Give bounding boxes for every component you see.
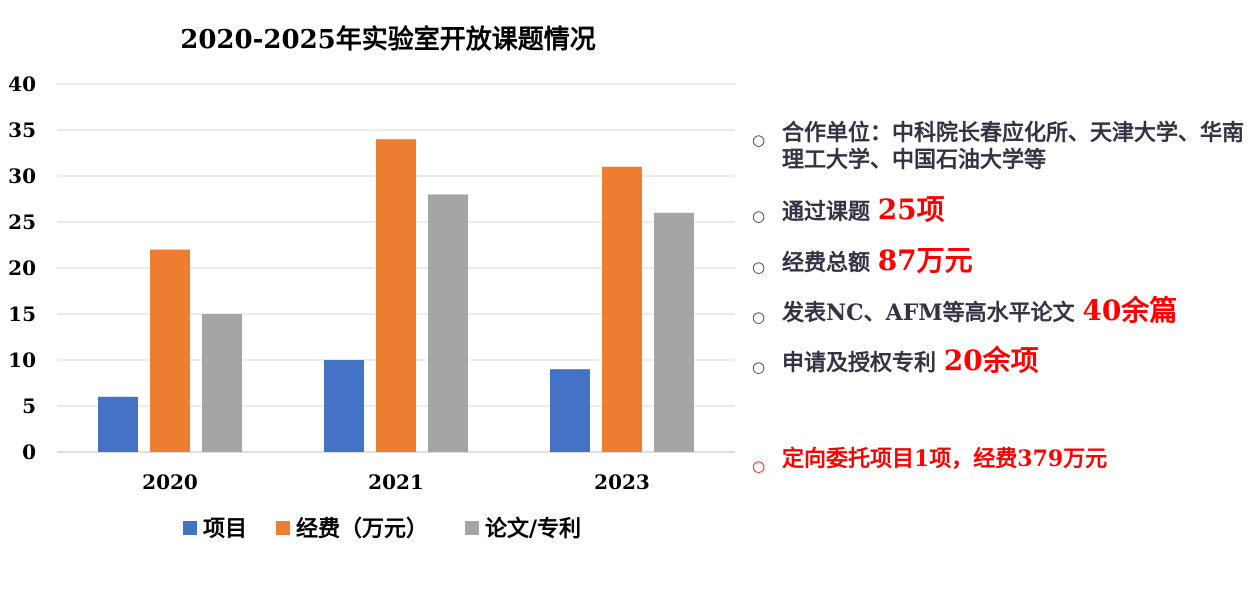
y-tick-label: 30 <box>8 164 36 188</box>
bullet-partners: ○ 合作单位：中科院长春应化所、天津大学、华南理工大学、中国石油大学等 <box>752 120 1247 174</box>
legend-swatch <box>183 521 197 535</box>
legend-label: 论文/专利 <box>485 516 581 542</box>
bar <box>654 212 694 452</box>
chart-title: 2020-2025年实验室开放课题情况 <box>180 24 596 55</box>
bullet-circle-icon: ○ <box>752 207 766 225</box>
x-tick-label: 2023 <box>594 470 650 494</box>
bar <box>150 249 190 452</box>
bullet-circle-icon: ○ <box>752 308 766 326</box>
x-axis: 2020 2021 2023 <box>142 470 650 494</box>
bar <box>98 396 138 452</box>
y-tick-label: 40 <box>8 72 36 96</box>
bullet-highlight: 87万元 <box>877 244 973 277</box>
bullet-text: 申请及授权专利 <box>782 350 937 376</box>
bullet-projects: ○ 通过课题 25项 <box>752 196 1247 226</box>
bullet-text: 定向委托项目1项，经费379万元 <box>782 446 1108 472</box>
bars <box>98 139 694 453</box>
bar <box>550 369 590 452</box>
bar <box>602 166 642 453</box>
bullet-highlight: 20余项 <box>943 344 1039 377</box>
y-tick-label: 25 <box>8 210 36 234</box>
legend-swatch <box>276 521 290 535</box>
bullet-patents: ○ 申请及授权专利 20余项 <box>752 347 1247 377</box>
bar-chart: 2020-2025年实验室开放课题情况 0 5 10 15 20 25 30 35 40 202… <box>8 24 735 542</box>
y-tick-label: 10 <box>8 348 36 372</box>
legend-swatch <box>465 521 479 535</box>
bullet-circle-icon: ○ <box>752 358 766 376</box>
y-tick-label: 20 <box>8 256 36 280</box>
y-tick-label: 15 <box>8 302 36 326</box>
bullet-text: 发表NC、AFM等高水平论文 <box>782 300 1075 326</box>
bullet-circle-icon: ○ <box>752 457 766 475</box>
bullet-highlight: 25项 <box>877 193 945 226</box>
bullet-papers: ○ 发表NC、AFM等高水平论文 40余篇 <box>752 297 1247 327</box>
y-tick-label: 5 <box>22 394 36 418</box>
x-tick-label: 2020 <box>142 470 198 494</box>
bar <box>324 360 364 452</box>
legend-label: 经费（万元） <box>296 516 428 542</box>
bar <box>202 314 242 452</box>
bullet-highlight: 40余篇 <box>1082 294 1178 327</box>
bullet-circle-icon: ○ <box>752 258 766 276</box>
legend-label: 项目 <box>203 516 247 542</box>
bullet-commissioned: ○ 定向委托项目1项，经费379万元 <box>752 446 1247 475</box>
bar <box>428 194 468 452</box>
bullet-text: 通过课题 <box>782 199 871 225</box>
bullet-text: 合作单位：中科院长春应化所、天津大学、华南理工大学、中国石油大学等 <box>782 120 1245 173</box>
x-tick-label: 2021 <box>368 470 424 494</box>
bar <box>376 139 416 452</box>
bullet-circle-icon: ○ <box>752 131 766 149</box>
y-tick-label: 0 <box>22 440 36 464</box>
legend: 项目 经费（万元） 论文/专利 <box>183 516 581 542</box>
bullet-funding: ○ 经费总额 87万元 <box>752 247 1247 277</box>
y-tick-label: 35 <box>8 118 36 142</box>
y-axis: 0 5 10 15 20 25 30 35 40 <box>8 72 36 464</box>
bullet-text: 经费总额 <box>782 250 871 276</box>
